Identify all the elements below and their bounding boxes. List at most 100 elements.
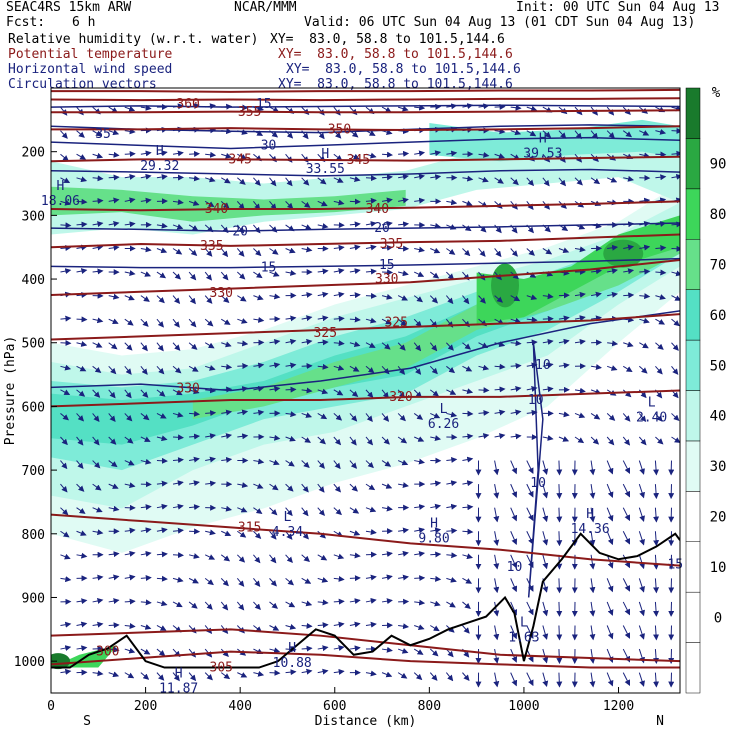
- circulation-vector-62: [92, 389, 101, 398]
- circulation-vector-142: [140, 504, 152, 511]
- circulation-vector-380: [301, 224, 312, 230]
- circulation-vector-157: [156, 271, 167, 279]
- circulation-vector-883: [623, 292, 635, 299]
- circulation-vector-834: [591, 315, 602, 322]
- circulation-vector-282: [236, 271, 246, 280]
- circulation-vector-139: [140, 436, 151, 442]
- circulation-vector-79: [108, 197, 120, 204]
- circulation-vector-690: [493, 460, 500, 476]
- circulation-vector-724: [510, 672, 518, 687]
- circulation-vector-943: [653, 531, 660, 547]
- theta-contour-4: [51, 313, 680, 341]
- circulation-vector-756: [542, 248, 553, 255]
- field-rh-xy: XY= 83.0, 58.8 to 101.5,144.6: [270, 32, 505, 47]
- circulation-vector-27: [76, 153, 87, 160]
- circulation-vector-599: [429, 672, 438, 681]
- extremum-type-0: H: [156, 144, 164, 159]
- circulation-vector-417: [317, 507, 325, 516]
- circulation-vector-499: [365, 670, 377, 677]
- terrain-layer: [51, 532, 680, 669]
- circulation-vector-485: [365, 342, 376, 348]
- circulation-vector-18: [60, 530, 70, 538]
- circulation-vector-473: [349, 645, 361, 652]
- circulation-vector-482: [365, 268, 377, 275]
- circulation-vector-781: [558, 247, 570, 254]
- north-label: N: [656, 714, 664, 729]
- circulation-vector-189: [172, 434, 184, 441]
- circulation-vector-866: [606, 483, 614, 499]
- circulation-vector-573: [413, 648, 424, 655]
- circulation-vector-921: [638, 601, 645, 617]
- circulation-vector-120: [124, 574, 136, 581]
- circulation-vector-70: [92, 574, 104, 581]
- circulation-vector-336: [269, 362, 281, 369]
- circulation-vector-185: [172, 342, 181, 351]
- y-tick-label-8: 1000: [14, 655, 45, 670]
- circulation-vector-437: [333, 389, 344, 396]
- circulation-vector-872: [606, 625, 614, 640]
- circulation-vector-333: [269, 293, 281, 300]
- circulation-vector-938: [655, 413, 663, 422]
- circulation-vector-902: [639, 152, 651, 159]
- circulation-vector-909: [639, 317, 650, 324]
- circulation-vector-135: [140, 342, 148, 352]
- circulation-vector-633: [462, 295, 470, 305]
- colorbar-seg-10: [685, 138, 701, 190]
- field-theta-xy: XY= 83.0, 58.8 to 101.5,144.6: [278, 47, 513, 62]
- circulation-vector-434: [333, 315, 345, 322]
- circulation-vector-838: [590, 413, 601, 420]
- x-tick-label-4: 800: [418, 699, 441, 714]
- extremum-type-9: H: [288, 641, 296, 656]
- circulation-vector-741: [526, 483, 534, 498]
- circulation-vector-569: [414, 551, 426, 557]
- circulation-vector-149: [140, 672, 150, 680]
- circulation-vector-309: [253, 316, 265, 323]
- circulation-vector-119: [124, 550, 136, 557]
- circulation-vector-284: [237, 318, 248, 324]
- field-rh-name: Relative humidity (w.r.t. water): [8, 32, 259, 47]
- circulation-vector-513: [381, 413, 390, 422]
- theta-label-5: 325: [384, 315, 407, 330]
- circulation-vector-814: [574, 436, 585, 444]
- circulation-vector-588: [430, 412, 441, 419]
- circulation-vector-876: [622, 130, 633, 138]
- circulation-vector-687: [494, 386, 506, 393]
- circulation-vector-214: [189, 433, 201, 440]
- circulation-vector-642: [462, 504, 474, 511]
- circulation-vector-148: [140, 648, 151, 655]
- circulation-vector-484: [365, 317, 377, 324]
- circulation-vector-677: [494, 153, 505, 159]
- wind-contour-2: [51, 168, 680, 177]
- circulation-vector-460: [349, 341, 361, 348]
- colorbar-label-2: 20: [710, 510, 727, 526]
- x-tick-label-5: 1000: [508, 699, 539, 714]
- circulation-vector-166: [156, 480, 168, 487]
- theta-contour-layer: [51, 88, 680, 669]
- circulation-vector-895: [622, 578, 631, 592]
- circulation-vector-308: [253, 294, 264, 301]
- circulation-vector-161: [156, 365, 165, 375]
- circulation-vector-442: [333, 507, 342, 516]
- circulation-vector-567: [414, 504, 426, 510]
- circulation-vector-390: [301, 460, 310, 469]
- circulation-vector-128: [140, 173, 152, 180]
- circulation-vector-143: [140, 527, 152, 534]
- circulation-vector-392: [301, 507, 309, 517]
- y-tick-label-5: 700: [22, 464, 45, 479]
- circulation-vector-370: [285, 577, 295, 586]
- circulation-vector-206: [188, 248, 198, 256]
- circulation-vector-695: [493, 578, 500, 594]
- y-tick-label-2: 400: [22, 273, 45, 288]
- theta-label-7: 330: [375, 272, 398, 287]
- circulation-vector-928: [655, 174, 667, 181]
- circulation-vector-611: [446, 365, 456, 374]
- plot-frame: [50, 87, 681, 694]
- circulation-vector-289: [237, 433, 249, 440]
- circulation-vector-101: [124, 128, 136, 135]
- circulation-vector-25: [76, 106, 84, 116]
- colorbar-label-9: 90: [710, 157, 727, 173]
- circulation-vector-483: [365, 292, 377, 299]
- y-tick-label-6: 800: [22, 528, 45, 543]
- circulation-vector-545: [398, 574, 409, 581]
- x-tick-label-6: 1200: [603, 699, 634, 714]
